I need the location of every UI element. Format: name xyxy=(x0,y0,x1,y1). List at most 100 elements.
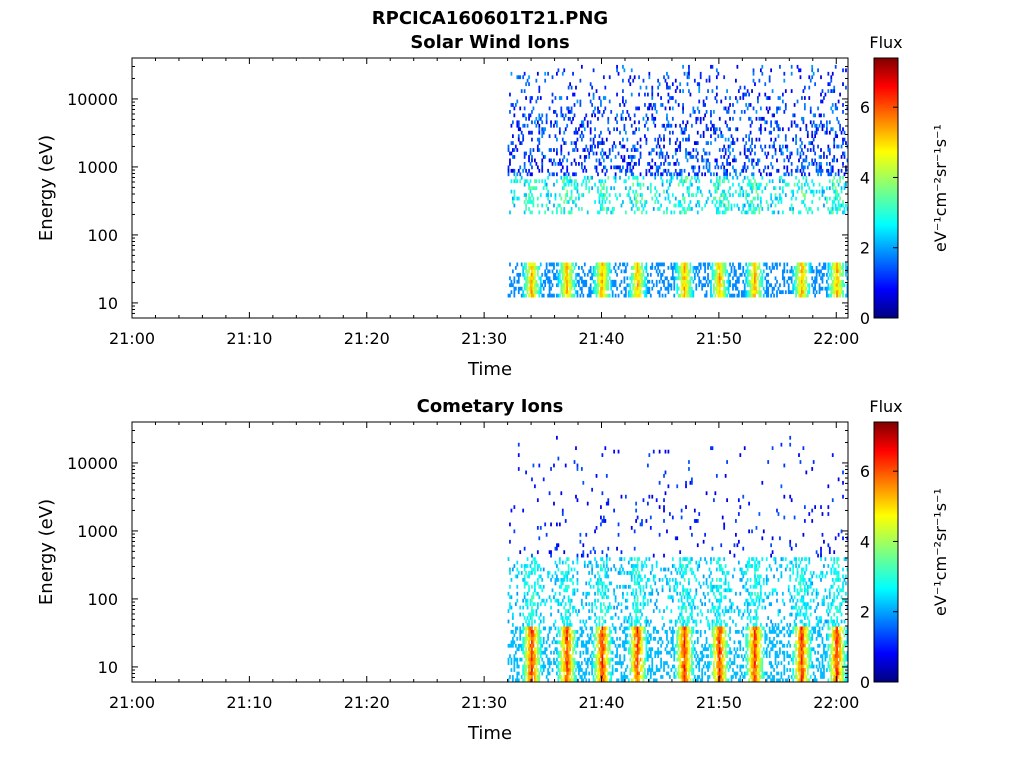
heatmap-cell xyxy=(661,279,664,284)
heatmap-cell xyxy=(735,158,737,163)
heatmap-cell xyxy=(525,626,527,631)
heatmap-cell xyxy=(812,193,815,197)
heatmap-cell xyxy=(525,207,527,211)
heatmap-cell xyxy=(605,283,608,288)
heatmap-cell xyxy=(790,89,793,93)
heatmap-cell xyxy=(698,110,701,114)
heatmap-cell xyxy=(796,99,799,104)
heatmap-cell xyxy=(641,647,643,652)
heatmap-cell xyxy=(803,182,806,187)
heatmap-cell xyxy=(529,179,532,184)
heatmap-cell xyxy=(564,609,567,613)
heatmap-cell xyxy=(626,148,629,152)
heatmap-cell xyxy=(686,158,689,163)
heatmap-cell xyxy=(573,186,576,191)
heatmap-cell xyxy=(786,168,789,173)
heatmap-cell xyxy=(811,123,814,128)
heatmap-cell xyxy=(670,276,673,281)
heatmap-cell xyxy=(611,283,614,288)
heatmap-cell xyxy=(795,276,797,281)
heatmap-cell xyxy=(652,630,655,634)
heatmap-cell xyxy=(607,155,610,159)
heatmap-cell xyxy=(646,650,649,655)
heatmap-cell xyxy=(597,630,599,634)
heatmap-cell xyxy=(605,584,608,589)
heatmap-cell xyxy=(789,155,792,159)
heatmap-cell xyxy=(702,116,705,121)
heatmap-cell xyxy=(632,668,635,672)
heatmap-cell xyxy=(576,678,579,683)
heatmap-cell xyxy=(821,279,824,284)
heatmap-cell xyxy=(610,605,613,610)
heatmap-cell xyxy=(646,272,649,277)
heatmap-cell xyxy=(740,110,743,114)
heatmap-cell xyxy=(512,675,514,679)
heatmap-cell xyxy=(600,189,602,194)
heatmap-cell xyxy=(627,584,630,589)
heatmap-cell xyxy=(846,106,849,111)
heatmap-cell xyxy=(632,130,635,135)
heatmap-cell xyxy=(539,640,542,645)
heatmap-cell xyxy=(591,626,594,631)
heatmap-cell xyxy=(563,68,566,73)
heatmap-cell xyxy=(597,106,599,111)
heatmap-cell xyxy=(624,494,627,499)
heatmap-cell xyxy=(691,293,693,298)
heatmap-cell xyxy=(633,120,636,125)
heatmap-cell xyxy=(579,123,582,128)
heatmap-cell xyxy=(799,151,802,156)
heatmap-cell xyxy=(651,196,654,201)
heatmap-cell xyxy=(605,196,608,201)
heatmap-cell xyxy=(512,678,514,683)
heatmap-cell xyxy=(646,186,649,191)
heatmap-cell xyxy=(602,151,605,156)
heatmap-cell xyxy=(513,564,516,568)
heatmap-cell xyxy=(595,165,598,170)
heatmap-cell xyxy=(636,279,639,284)
heatmap-cell xyxy=(526,78,529,83)
heatmap-cell xyxy=(570,196,573,201)
heatmap-cell xyxy=(666,123,668,128)
heatmap-cell xyxy=(519,643,522,648)
heatmap-cell xyxy=(516,636,519,641)
heatmap-cell xyxy=(660,636,662,641)
heatmap-cell xyxy=(754,266,756,270)
heatmap-cell xyxy=(538,595,541,600)
heatmap-cell xyxy=(779,148,781,152)
heatmap-cell xyxy=(541,203,544,208)
heatmap-cell xyxy=(733,269,736,274)
heatmap-cell xyxy=(613,207,616,211)
heatmap-cell xyxy=(551,668,554,672)
heatmap-cell xyxy=(713,123,715,128)
heatmap-cell xyxy=(814,158,817,163)
heatmap-cell xyxy=(536,650,539,655)
heatmap-cell xyxy=(534,269,536,274)
heatmap-cell xyxy=(737,266,740,270)
heatmap-cell xyxy=(576,661,579,665)
heatmap-cell xyxy=(710,283,712,288)
heatmap-cell xyxy=(646,127,649,132)
heatmap-cell xyxy=(801,172,803,177)
heatmap-cell xyxy=(623,127,626,132)
heatmap-cell xyxy=(616,650,618,655)
heatmap-cell xyxy=(808,207,811,211)
heatmap-cell xyxy=(761,207,764,211)
heatmap-cell xyxy=(608,557,611,561)
heatmap-cell xyxy=(828,262,831,267)
heatmap-cell xyxy=(569,276,571,281)
heatmap-cell xyxy=(572,262,574,267)
heatmap-cell xyxy=(660,103,662,107)
heatmap-cell xyxy=(702,130,705,135)
heatmap-cell xyxy=(566,293,569,298)
heatmap-cell xyxy=(682,89,684,93)
heatmap-cell xyxy=(523,293,526,298)
heatmap-cell xyxy=(685,155,687,159)
heatmap-cell xyxy=(536,578,539,582)
heatmap-cell xyxy=(567,675,570,679)
heatmap-cell xyxy=(639,616,642,620)
heatmap-cell xyxy=(680,269,683,274)
heatmap-cell xyxy=(553,272,555,277)
heatmap-cell xyxy=(548,276,551,281)
heatmap-cell xyxy=(735,127,737,132)
heatmap-cell xyxy=(654,200,657,204)
